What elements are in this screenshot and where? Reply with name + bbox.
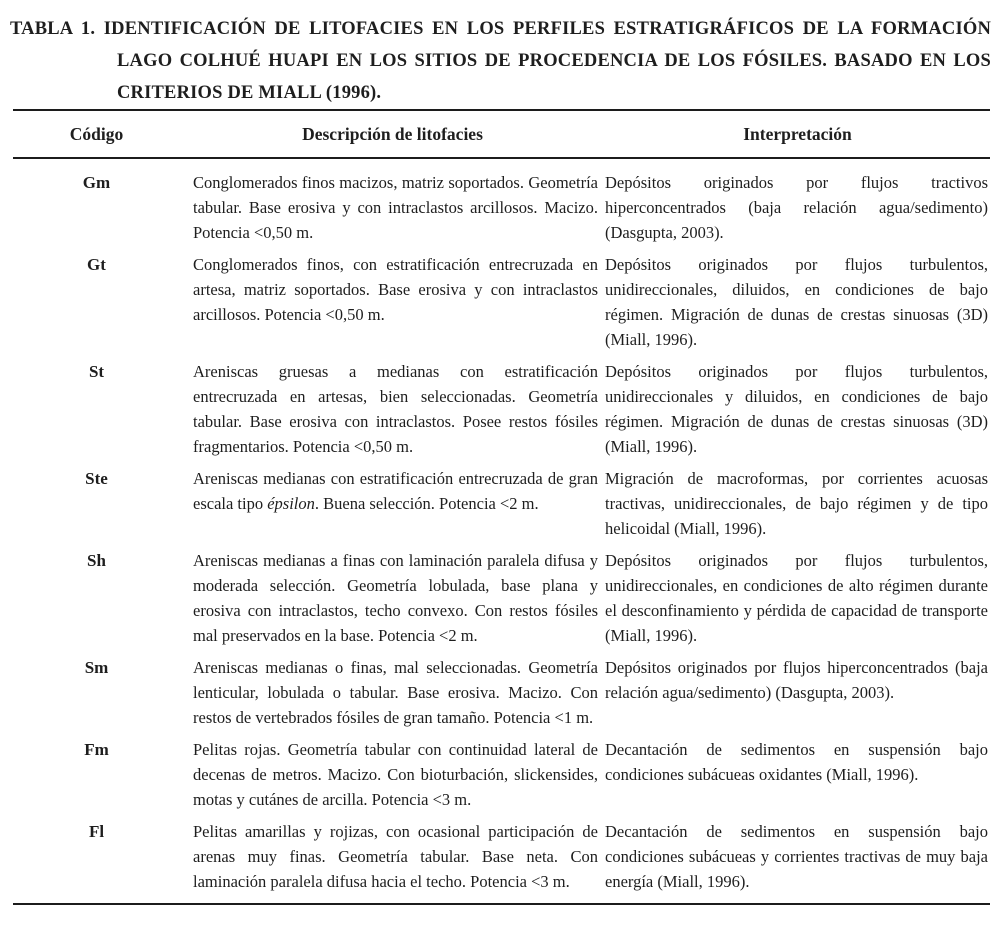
table-row: Sm Areniscas medianas o finas, mal selec… [13, 648, 990, 730]
facies-description: Pelitas amarillas y rojizas, con ocasion… [193, 822, 598, 891]
facies-interpretation: Decantación de sedimentos en suspensión … [605, 740, 988, 784]
table-row: Gm Conglomerados finos macizos, matriz s… [13, 159, 990, 245]
facies-interpretation: Depósitos originados por flujos hipercon… [605, 658, 988, 702]
page-title: TABLA 1. IDENTIFICACIÓN DE LITOFACIES EN… [10, 13, 991, 109]
facies-description: Areniscas medianas a finas con laminació… [193, 551, 598, 645]
facies-interpretation: Depósitos originados por flujos tractivo… [605, 173, 988, 242]
facies-description: Areniscas gruesas a medianas con estrati… [193, 362, 598, 456]
facies-code: St [88, 362, 105, 381]
facies-code: Fl [88, 822, 105, 841]
facies-description: Conglomerados finos, con estratificación… [193, 255, 598, 324]
header-rule [13, 157, 990, 159]
top-rule [13, 109, 990, 111]
column-header-descripcion: Descripción de litofacies [302, 123, 483, 144]
facies-interpretation: Depósitos originados por flujos turbulen… [605, 362, 988, 456]
facies-code: Fm [84, 740, 109, 759]
facies-code: Sh [87, 551, 106, 570]
table-row: Fl Pelitas amarillas y rojizas, con ocas… [13, 812, 990, 894]
lithofacies-table: Código Descripción de litofacies Interpr… [13, 109, 990, 905]
facies-code: Sm [84, 658, 109, 677]
table-header-row: Código Descripción de litofacies Interpr… [13, 111, 990, 157]
table-row: Fm Pelitas rojas. Geometría tabular con … [13, 730, 990, 812]
facies-interpretation: Depósitos originados por flujos turbulen… [605, 551, 988, 645]
facies-description: Areniscas medianas o finas, mal seleccio… [193, 658, 598, 727]
table-row: Gt Conglomerados finos, con estratificac… [13, 245, 990, 352]
facies-description: Pelitas rojas. Geometría tabular con con… [193, 740, 598, 809]
column-header-codigo: Código [69, 123, 124, 144]
bottom-rule [13, 903, 990, 905]
facies-interpretation: Depósitos originados por flujos turbulen… [605, 255, 988, 349]
table-row: Ste Areniscas medianas con estratificaci… [13, 459, 990, 541]
table-body: Gm Conglomerados finos macizos, matriz s… [13, 159, 990, 903]
table-row: Sh Areniscas medianas a finas con lamina… [13, 541, 990, 648]
table-title-text: IDENTIFICACIÓN DE LITOFACIES EN LOS PERF… [103, 19, 992, 103]
facies-code: Gm [82, 173, 111, 192]
facies-description: Conglomerados finos macizos, matriz sopo… [193, 173, 598, 242]
facies-description: Areniscas medianas con estratificación e… [193, 469, 598, 513]
column-header-interpretacion: Interpretación [743, 123, 852, 144]
table-row: St Areniscas gruesas a medianas con estr… [13, 352, 990, 459]
facies-interpretation: Migración de macroformas, por corrientes… [605, 469, 988, 538]
facies-code: Ste [85, 469, 108, 488]
facies-interpretation: Decantación de sedimentos en suspensión … [605, 822, 988, 891]
table-number-label: TABLA 1. [10, 19, 96, 39]
facies-code: Gt [87, 255, 106, 274]
